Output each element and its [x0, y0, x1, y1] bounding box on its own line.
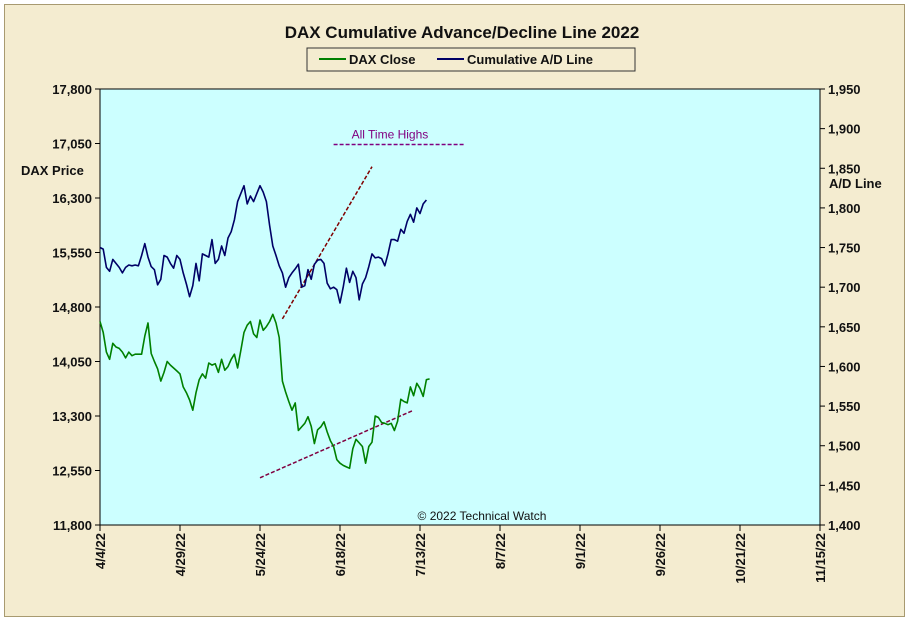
right-tick-label: 1,800 — [828, 201, 861, 216]
x-tick-label: 8/7/22 — [493, 533, 508, 569]
left-tick-label: 14,800 — [52, 300, 92, 315]
left-tick-label: 17,050 — [52, 137, 92, 152]
ad-trendline — [281, 166, 373, 320]
x-tick-label: 4/29/22 — [173, 533, 188, 576]
left-tick-label: 12,550 — [52, 464, 92, 479]
left-tick-label: 16,300 — [52, 191, 92, 206]
legend-label-ad-line: Cumulative A/D Line — [467, 52, 593, 67]
x-tick-label: 9/1/22 — [573, 533, 588, 569]
legend-label-dax-close: DAX Close — [349, 52, 415, 67]
right-axis-label: A/D Line — [829, 176, 882, 191]
left-tick-label: 17,800 — [52, 82, 92, 97]
series-layer — [99, 184, 430, 470]
left-axis-label: DAX Price — [21, 163, 84, 178]
annotations: All Time Highs — [259, 127, 465, 479]
right-tick-label: 1,450 — [828, 478, 861, 493]
left-axis: 17,800 17,050 16,300 15,550 14,800 14,050 13,3… — [52, 82, 100, 533]
right-tick-label: 1,750 — [828, 241, 861, 256]
left-tick-label: 13,300 — [52, 409, 92, 424]
ad-line — [99, 184, 428, 304]
chart-window: DAX Cumulative Advance/Decline Line 2022… — [4, 4, 905, 617]
left-tick-label: 14,050 — [52, 355, 92, 370]
right-axis: 1,950 1,900 1,850 1,800 1,750 1,700 1,650 1,600… — [820, 82, 861, 533]
plot-area — [99, 88, 821, 526]
x-axis: 4/4/22 4/29/22 5/24/22 6/18/22 7/13/22 8/7/22… — [93, 525, 828, 584]
x-tick-label: 6/18/22 — [333, 533, 348, 576]
right-tick-label: 1,900 — [828, 122, 861, 137]
x-tick-label: 7/13/22 — [413, 533, 428, 576]
x-tick-label: 11/15/22 — [813, 533, 828, 583]
right-tick-label: 1,850 — [828, 161, 861, 176]
copyright-text: © 2022 Technical Watch — [418, 509, 547, 523]
legend: DAX Close Cumulative A/D Line — [306, 47, 636, 72]
right-tick-label: 1,550 — [828, 399, 861, 414]
x-tick-label: 9/26/22 — [653, 533, 668, 576]
x-tick-label: 4/4/22 — [93, 533, 108, 569]
legend-box — [306, 47, 636, 72]
left-tick-label: 11,800 — [53, 518, 92, 533]
x-tick-label: 5/24/22 — [253, 533, 268, 576]
x-tick-label: 10/21/22 — [733, 533, 748, 584]
right-tick-label: 1,600 — [828, 359, 861, 374]
chart-title: DAX Cumulative Advance/Decline Line 2022 — [285, 23, 640, 42]
right-tick-label: 1,650 — [828, 320, 861, 335]
right-tick-label: 1,700 — [828, 280, 861, 295]
left-tick-label: 15,550 — [52, 246, 92, 261]
right-tick-label: 1,500 — [828, 439, 861, 454]
dax-trendline — [259, 409, 414, 479]
right-tick-label: 1,950 — [828, 82, 861, 97]
chart-svg: DAX Cumulative Advance/Decline Line 2022… — [21, 23, 882, 584]
right-tick-label: 1,400 — [828, 518, 861, 533]
dax-close-line — [99, 313, 430, 470]
all-time-highs-label: All Time Highs — [352, 127, 429, 141]
